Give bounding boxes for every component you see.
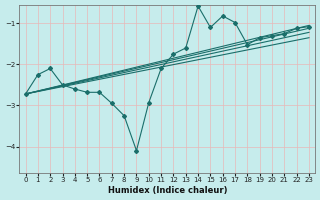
X-axis label: Humidex (Indice chaleur): Humidex (Indice chaleur) [108,186,227,195]
